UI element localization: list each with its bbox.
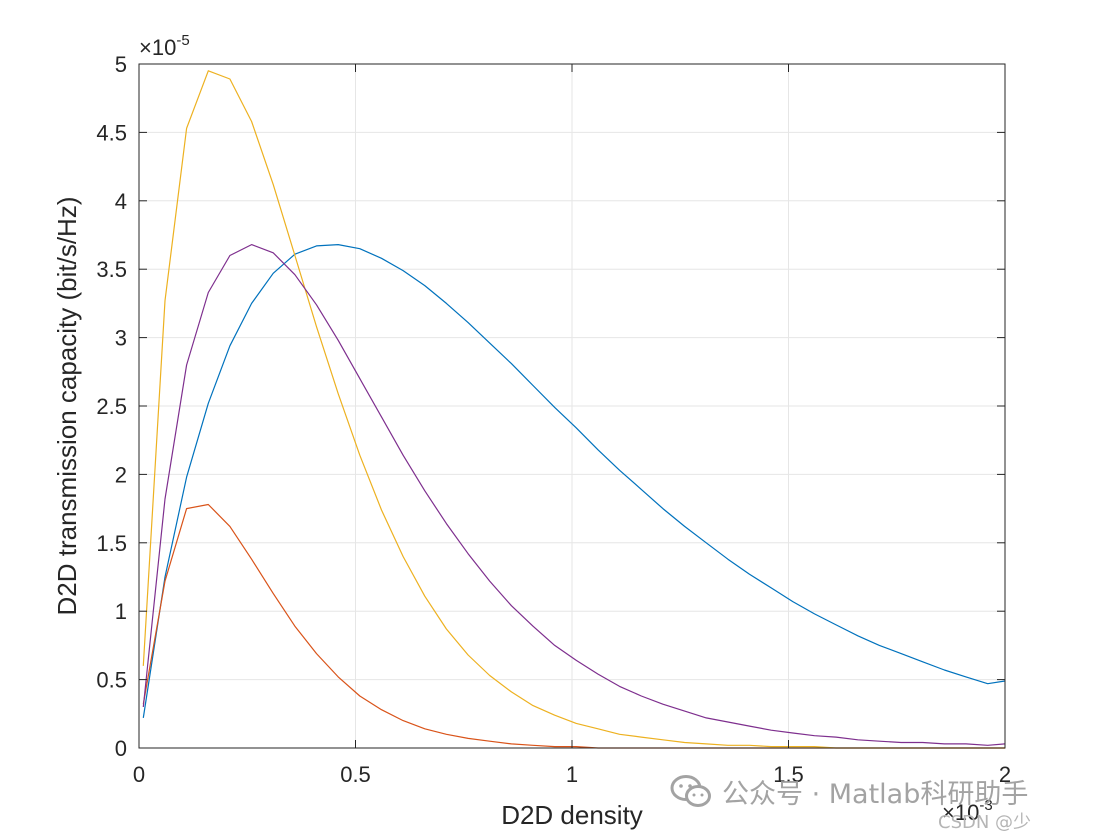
y-axis-title: D2D transmission capacity (bit/s/Hz): [52, 197, 82, 616]
x-tick-label: 1.5: [773, 762, 804, 787]
y-exponent-label: ×10-5: [139, 32, 190, 60]
y-tick-label: 0: [115, 736, 127, 761]
watermark: 公众号 · Matlab科研助手: [670, 772, 1028, 811]
watermark-secondary: CSDN @少: [938, 812, 1032, 833]
watermark-text: 公众号 · Matlab科研助手: [722, 779, 1029, 810]
y-tick-label: 3: [115, 326, 127, 351]
x-tick-label: 0: [133, 762, 145, 787]
y-tick-label: 1: [115, 599, 127, 624]
y-tick-label: 4.5: [96, 120, 127, 145]
series-line-4: [142, 244, 1006, 746]
x-tick-label: 2: [999, 762, 1011, 787]
x-exponent-label: ×10-3: [942, 797, 993, 825]
series-line-1: [142, 244, 1006, 718]
y-tick-label: 2.5: [96, 394, 127, 419]
y-tick-label: 5: [115, 52, 127, 77]
x-tick-label: 0.5: [340, 762, 371, 787]
y-tick-label: 3.5: [96, 257, 127, 282]
y-tick-label: 1.5: [96, 531, 127, 556]
wechat-icon: [670, 774, 711, 807]
x-axis-title: D2D density: [501, 800, 643, 830]
y-tick-label: 2: [115, 462, 127, 487]
axis-ticks: 0 0.5 1 1.5 2 0 0.5 1 1.5 2 2.5 3 3.5 4 4.5 5: [96, 52, 1011, 787]
y-tick-label: 4: [115, 189, 127, 214]
x-tick-label: 1: [566, 762, 578, 787]
y-tick-label: 0.5: [96, 668, 127, 693]
